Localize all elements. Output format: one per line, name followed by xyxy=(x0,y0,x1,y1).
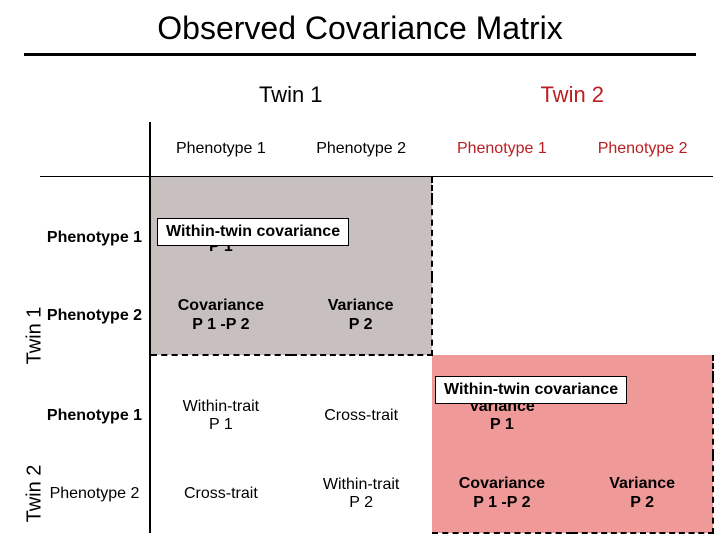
overlay-within-top: Within-twin covariance xyxy=(157,218,349,246)
col-header-t1p1: Phenotype 1 xyxy=(150,122,291,176)
matrix-wrap: Twin 1 Twin 2 Twin 1 Twin 2 Phenotype 1 … xyxy=(0,68,720,534)
col-header-t1p2: Phenotype 2 xyxy=(291,122,432,176)
cell-r4c4: VarianceP 2 xyxy=(572,455,713,533)
col-header-t2p2: Phenotype 2 xyxy=(572,122,713,176)
side-label-twin2: Twin 2 xyxy=(23,465,46,523)
row-label-t2p1: Phenotype 1 xyxy=(40,377,150,455)
cell-r4c2: Within-traitP 2 xyxy=(291,455,432,533)
covariance-matrix: Twin 1 Twin 2 Phenotype 1 Phenotype 2 Ph… xyxy=(40,68,714,534)
row-label-t2p2: Phenotype 2 xyxy=(40,455,150,533)
title-rule xyxy=(24,53,696,56)
col-header-t2p1: Phenotype 1 xyxy=(432,122,573,176)
group-header-twin2: Twin 2 xyxy=(432,68,714,122)
cell-r2c2: VarianceP 2 xyxy=(291,277,432,355)
side-label-twin1: Twin 1 xyxy=(23,307,46,365)
cell-r3c2: Cross-trait xyxy=(291,377,432,455)
page-title: Observed Covariance Matrix xyxy=(0,0,720,53)
cell-r3c1: Within-traitP 1 xyxy=(150,377,291,455)
overlay-within-bottom: Within-twin covariance xyxy=(435,376,627,404)
cell-r4c3: CovarianceP 1 -P 2 xyxy=(432,455,573,533)
cell-r4c1: Cross-trait xyxy=(150,455,291,533)
cell-r2c1: CovarianceP 1 -P 2 xyxy=(150,277,291,355)
row-label-t1p1: Phenotype 1 xyxy=(40,199,150,277)
group-header-twin1: Twin 1 xyxy=(150,68,432,122)
row-label-t1p2: Phenotype 2 xyxy=(40,277,150,355)
